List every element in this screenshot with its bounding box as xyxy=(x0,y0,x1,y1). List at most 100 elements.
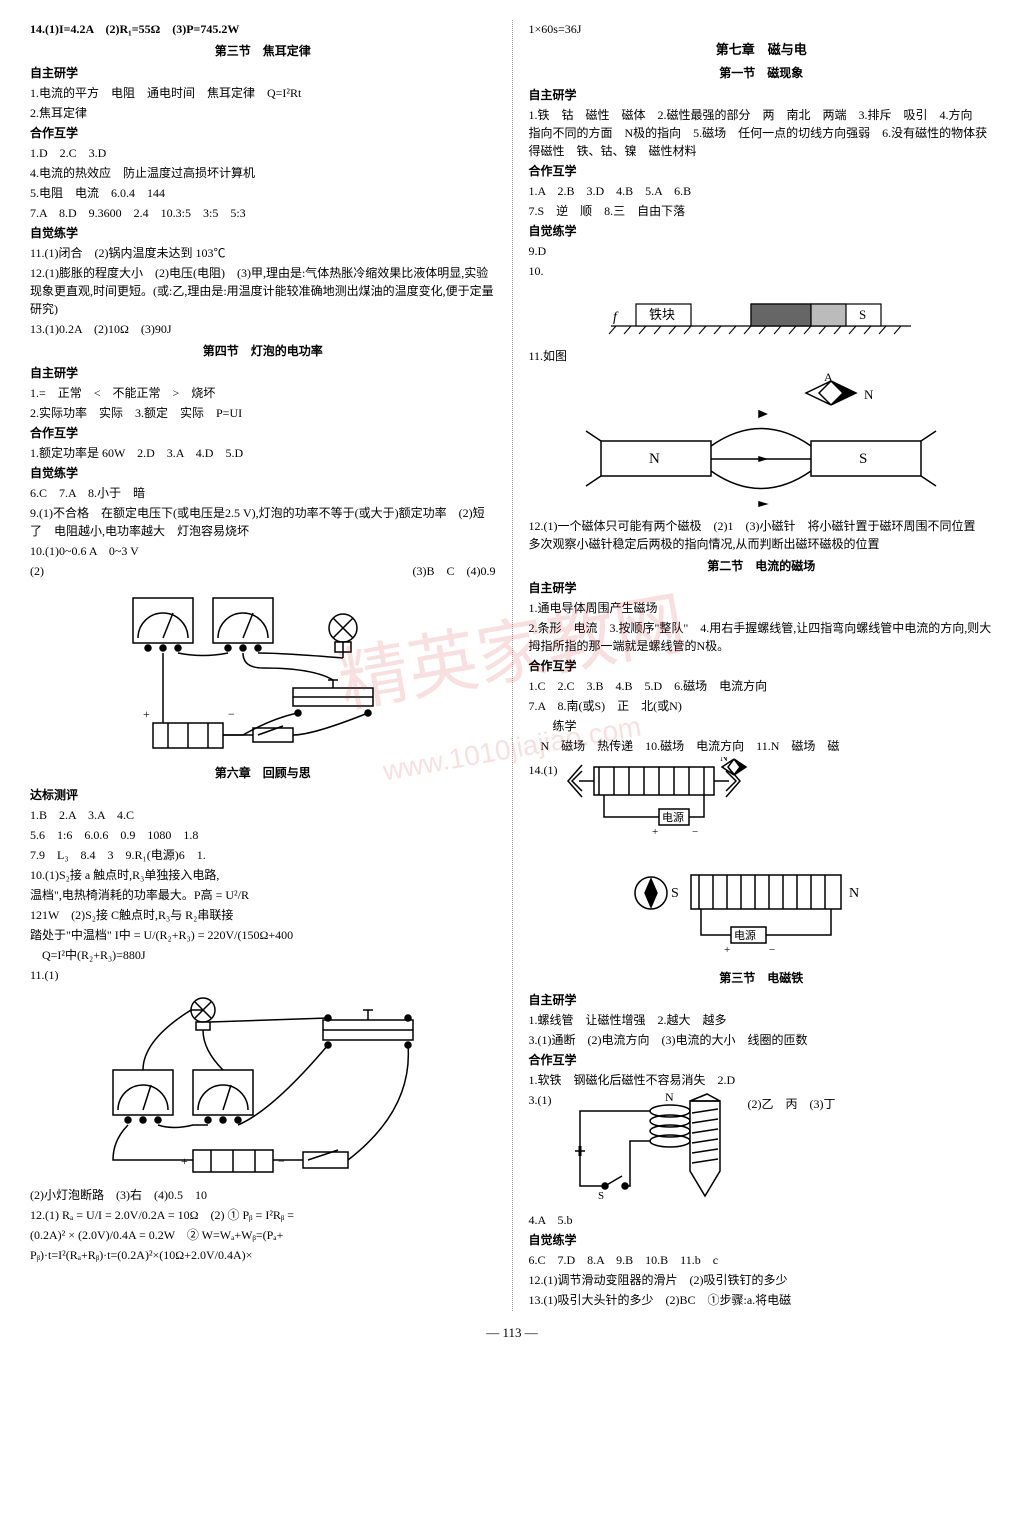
heading: 自主研学 xyxy=(529,86,995,104)
answer-line: (3)B C (4)0.9 xyxy=(413,562,496,580)
answer-line: 9.D xyxy=(529,242,995,260)
answer-line: 7.S 逆 顺 8.三 自由下落 xyxy=(529,202,995,220)
answer-line: Pᵦ)·t=I²(Rₐ+Rᵦ)·t=(0.2A)²×(10Ω+2.0V/0.4A… xyxy=(30,1246,496,1264)
svg-text:+: + xyxy=(652,826,658,838)
answer-line: 14.(1) xyxy=(529,757,558,779)
answer-line: 1.C 2.C 3.B 4.B 5.D 6.磁场 电流方向 xyxy=(529,677,995,695)
answer-line: 4.电流的热效应 防止温度过高损坏计算机 xyxy=(30,164,496,182)
answer-line: 12.(1)调节滑动变阻器的滑片 (2)吸引铁钉的多少 xyxy=(529,1271,995,1289)
svg-text:+: + xyxy=(181,1154,188,1168)
answer-line: 7.A 8.D 9.3600 2.4 10.3:5 3:5 5:3 xyxy=(30,204,496,222)
answer-line: 2.焦耳定律 xyxy=(30,104,496,122)
label-f: f xyxy=(613,310,619,325)
heading: 自主研学 xyxy=(529,579,995,597)
answer-line: 12.(1)一个磁体只可能有两个磁极 (2)1 (3)小磁针 将小磁针置于磁环周… xyxy=(529,517,995,553)
answer-line: 1.通电导体周围产生磁场 xyxy=(529,599,995,617)
svg-text:−: − xyxy=(278,1154,285,1168)
answer-line: 温档",电热椅消耗的功率最大。P高 = U²/R xyxy=(30,886,496,904)
answer-line: N 磁场 热传递 10.磁场 电流方向 11.N 磁场 磁 xyxy=(529,737,995,755)
answer-line: 10.(1)S₂接 a 触点时,R₃单独接入电路, xyxy=(30,866,496,884)
heading: 合作互学 xyxy=(30,124,496,142)
left-column: 14.(1)I=4.2A (2)R₁=55Ω (3)P=745.2W 第三节 焦… xyxy=(30,20,496,1311)
magnet-diagram-10: f 铁块 S xyxy=(601,286,921,341)
answer-line: 1.D 2.C 3.D xyxy=(30,144,496,162)
answer-line: 3.(1) xyxy=(529,1091,552,1109)
answer-line: 1.额定功率是 60W 2.D 3.A 4.D 5.D xyxy=(30,444,496,462)
heading: 达标测评 xyxy=(30,786,496,804)
solenoid-diagram-14b: S N 电源 + − xyxy=(621,853,901,963)
answer-line: 1×60s=36J xyxy=(529,20,995,38)
answer-line: 6.C 7.A 8.小于 暗 xyxy=(30,484,496,502)
section-title: 第三节 电磁铁 xyxy=(529,969,995,987)
answer-line: 13.(1)吸引大头针的多少 (2)BC ①步骤:a.将电磁 xyxy=(529,1291,995,1309)
svg-text:−: − xyxy=(692,826,698,838)
answer-line: 12.(1)膨胀的程度大小 (2)电压(电阻) (3)甲,理由是:气体热胀冷缩效… xyxy=(30,264,496,318)
answer-line: 7.9 L₃ 8.4 3 9.R₁(电源)6 1. xyxy=(30,846,496,864)
answer-line: 1.软铁 钢磁化后磁性不容易消失 2.D xyxy=(529,1071,995,1089)
answer-line: 1.电流的平方 电阻 通电时间 焦耳定律 Q=I²Rt xyxy=(30,84,496,102)
heading: 合作互学 xyxy=(529,162,995,180)
label-s: S xyxy=(859,307,866,322)
heading: 合作互学 xyxy=(529,657,995,675)
answer-line: 10.(1)0~0.6 A 0~3 V xyxy=(30,542,496,560)
answer-line: 9.(1)不合格 在额定电压下(或电压是2.5 V),灯泡的功率不等于(或大于)… xyxy=(30,504,496,540)
answer-line: 2.实际功率 实际 3.额定 实际 P=UI xyxy=(30,404,496,422)
svg-text:+: + xyxy=(143,707,150,721)
label-s: S xyxy=(859,451,867,467)
answer-line: (2)乙 丙 (3)丁 xyxy=(748,1091,836,1113)
answer-line: 2.条形 电流 3.按顺序"整队" 4.用右手握螺线管,让四指弯向螺线管中电流的… xyxy=(529,619,995,655)
heading: 自主研学 xyxy=(30,64,496,82)
answer-line: (2)小灯泡断路 (3)右 (4)0.5 10 xyxy=(30,1186,496,1204)
label-n2: N xyxy=(649,451,660,467)
answer-line: 6.C 7.D 8.A 9.B 10.B 11.b c xyxy=(529,1251,995,1269)
svg-text:−: − xyxy=(769,944,775,956)
heading: 自主研学 xyxy=(30,364,496,382)
answer-line: 7.A 8.南(或S) 正 北(或N) xyxy=(529,697,995,715)
answer-line: 5.电阻 电流 6.0.4 144 xyxy=(30,184,496,202)
page-container: 14.(1)I=4.2A (2)R₁=55Ω (3)P=745.2W 第三节 焦… xyxy=(30,20,994,1311)
label-n: N xyxy=(665,1091,674,1104)
answer-line: 4.A 5.b xyxy=(529,1211,995,1229)
answer-line: 1.= 正常 < 不能正常 > 烧坏 xyxy=(30,384,496,402)
answer-line: 5.6 1:6 6.0.6 0.9 1080 1.8 xyxy=(30,826,496,844)
answer-line: 11.如图 xyxy=(529,347,995,365)
answer-line: 3.(1)通断 (2)电流方向 (3)电流的大小 线圈的匝数 xyxy=(529,1031,995,1049)
magnet-diagram-11: A N N S xyxy=(581,371,941,511)
label-src: 电源 xyxy=(662,810,684,824)
label-s: S xyxy=(671,886,679,901)
section-title: 第三节 焦耳定律 xyxy=(30,42,496,60)
answer-line: 1.螺线管 让磁性增强 2.越大 越多 xyxy=(529,1011,995,1029)
answer-line: 1.A 2.B 3.D 4.B 5.A 6.B xyxy=(529,182,995,200)
answer-line: (0.2A)² × (2.0V)/0.4A = 0.2W ② W=Wₐ+Wᵦ=(… xyxy=(30,1226,496,1244)
heading: 自觉练学 xyxy=(30,464,496,482)
heading: 合作互学 xyxy=(529,1051,995,1069)
section-title: 第四节 灯泡的电功率 xyxy=(30,342,496,360)
circuit-diagram-1: + − xyxy=(113,588,413,758)
label-n: N xyxy=(849,886,859,901)
svg-text:S: S xyxy=(598,1190,604,1202)
answer-line: 踏处于"中温档" I中 = U/(R₂+R₃) = 220V/(150Ω+400 xyxy=(30,926,496,944)
section-title: 第一节 磁现象 xyxy=(529,64,995,82)
heading: 合作互学 xyxy=(30,424,496,442)
page-number: — 113 — xyxy=(30,1323,994,1343)
electromagnet-diagram: N S xyxy=(560,1091,740,1211)
chapter-title: 第七章 磁与电 xyxy=(529,40,995,60)
label-a: A xyxy=(824,371,833,384)
answer-line: Q=I²中(R₂+R₃)=880J xyxy=(30,946,496,964)
answer-line: 12.(1) Rₐ = U/I = 2.0V/0.2A = 10Ω (2) ① … xyxy=(30,1206,496,1224)
heading: 自觉练学 xyxy=(529,222,995,240)
answer-line: 10. xyxy=(529,262,995,280)
answer-line: 1.B 2.A 3.A 4.C xyxy=(30,806,496,824)
svg-text:+: + xyxy=(724,944,730,956)
answer-line: (2) xyxy=(30,562,44,580)
answer-line: 14.(1)I=4.2A (2)R₁=55Ω (3)P=745.2W xyxy=(30,20,496,38)
solenoid-diagram-14: N 电源 + − xyxy=(564,757,764,847)
label-n: N xyxy=(864,387,874,402)
answer-line: 121W (2)S₂接 C触点时,R₃与 R₂串联接 xyxy=(30,906,496,924)
label-n: N xyxy=(720,757,728,764)
answer-line: 11.(1) xyxy=(30,966,496,984)
answer-line: 练学 xyxy=(529,717,995,735)
right-column: 1×60s=36J 第七章 磁与电 第一节 磁现象 自主研学 1.铁 钴 磁性 … xyxy=(529,20,995,1311)
heading: 自觉练学 xyxy=(529,1231,995,1249)
label-src: 电源 xyxy=(734,928,756,942)
